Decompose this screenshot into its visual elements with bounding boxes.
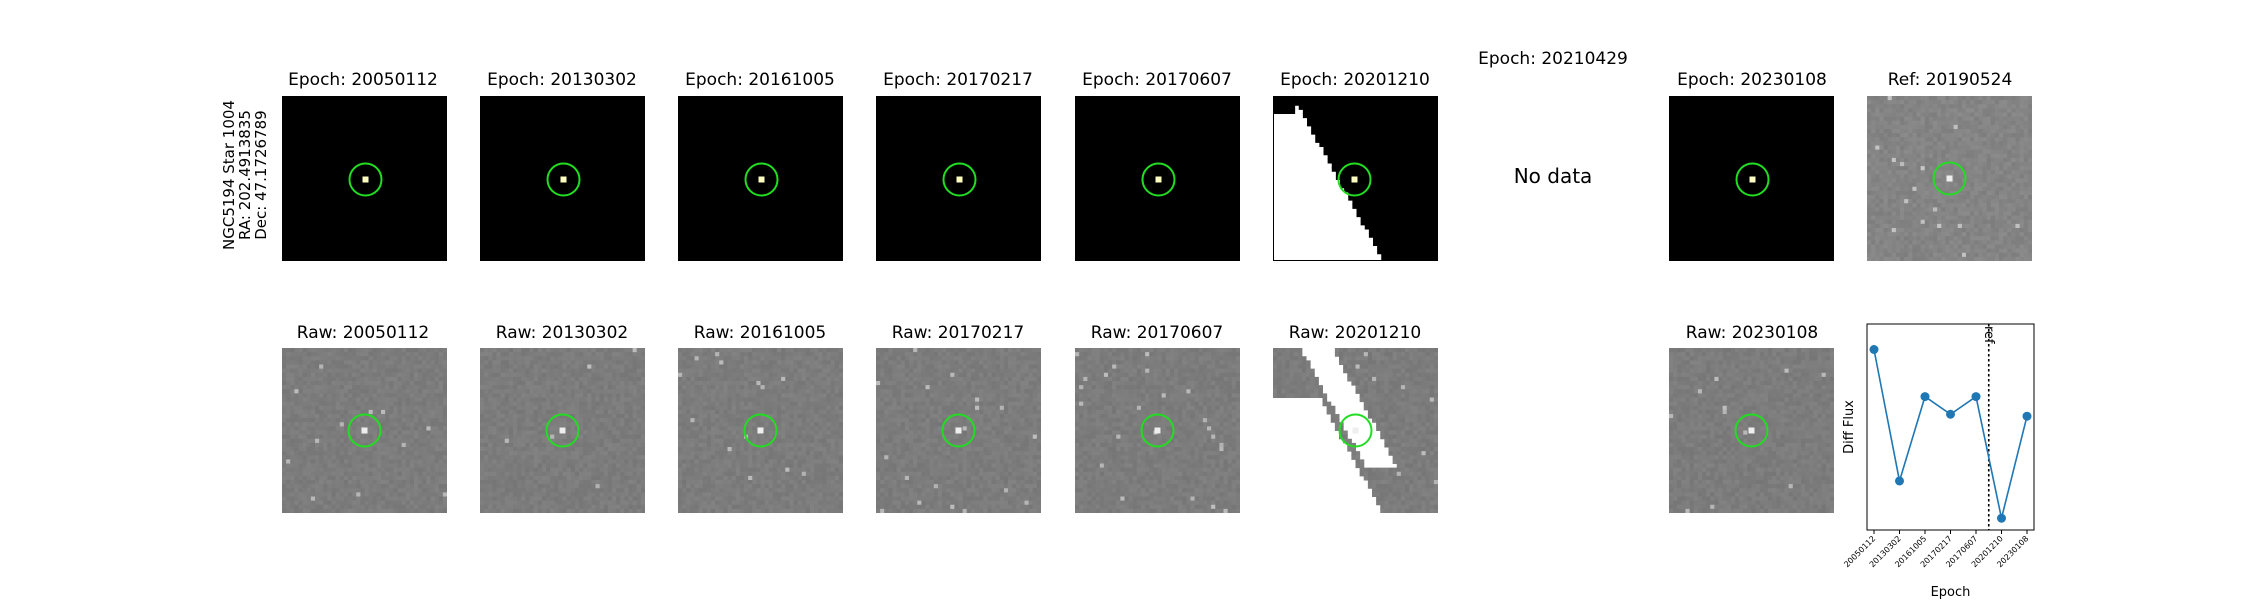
- aperture-circle: [1932, 161, 1967, 196]
- data-point: [1920, 392, 1930, 402]
- y-axis-label: Diff Flux: [1842, 400, 1857, 454]
- raw-title-4: Raw: 20170217: [892, 323, 1025, 343]
- raw-title-6: Raw: 20201210: [1289, 323, 1422, 343]
- raw-image-20130302: [480, 348, 645, 513]
- aperture-circle: [1141, 162, 1176, 197]
- source-pixel: [1352, 427, 1359, 434]
- source-pixel: [1154, 427, 1161, 434]
- raw-title-7: Raw: 20230108: [1686, 323, 1819, 343]
- diff-image-20201210: [1273, 96, 1438, 261]
- source-pixel: [559, 427, 566, 434]
- object-name: NGC5194 Star 1004: [220, 100, 238, 250]
- source-pixel: [361, 427, 368, 434]
- raw-image-20170607: [1075, 348, 1240, 513]
- diff-image-20130302: [480, 96, 645, 261]
- raw-image-20170217: [876, 348, 1041, 513]
- diff-image-20050112: [282, 96, 447, 261]
- raw-image-20230108: [1669, 348, 1834, 513]
- data-point: [1997, 513, 2006, 523]
- aperture-circle: [545, 413, 580, 448]
- source-pixel: [1155, 176, 1162, 183]
- source-pixel: [757, 427, 764, 434]
- diff-title-3: Epoch: 20161005: [685, 70, 835, 90]
- plot-frame: [1866, 323, 2035, 531]
- source-pixel: [1946, 175, 1953, 182]
- diff-image-20161005: [678, 96, 843, 261]
- source-pixel: [955, 427, 962, 434]
- diff-title-2: Epoch: 20130302: [487, 70, 637, 90]
- aperture-circle: [1734, 413, 1769, 448]
- diff-title-7: Epoch: 20210429: [1478, 49, 1628, 69]
- source-pixel: [1749, 176, 1756, 183]
- aperture-circle: [942, 162, 977, 197]
- ref-label: ref: [1981, 326, 1996, 344]
- source-pixel: [362, 176, 369, 183]
- ref-title: Ref: 20190524: [1888, 70, 2013, 90]
- aperture-circle: [1338, 413, 1373, 448]
- data-point: [1869, 345, 1879, 355]
- aperture-circle: [348, 162, 383, 197]
- data-point: [2022, 411, 2032, 421]
- source-pixel: [956, 176, 963, 183]
- source-pixel: [1351, 176, 1358, 183]
- aperture-circle: [743, 413, 778, 448]
- source-pixel: [560, 176, 567, 183]
- source-pixel: [758, 176, 765, 183]
- raw-title-3: Raw: 20161005: [694, 323, 827, 343]
- data-point: [1895, 476, 1904, 486]
- target-info-label: NGC5194 Star 1004 RA: 202.4913835 Dec: 4…: [220, 100, 270, 250]
- aperture-circle: [941, 413, 976, 448]
- diff-title-8: Epoch: 20230108: [1677, 70, 1827, 90]
- raw-title-1: Raw: 20050112: [297, 323, 430, 343]
- raw-image-20201210: [1273, 348, 1438, 513]
- diff-image-20230108: [1669, 96, 1834, 261]
- dec-coordinate: Dec: 47.1726789: [252, 100, 270, 250]
- data-point: [1946, 409, 1955, 419]
- data-point: [1971, 392, 1981, 402]
- aperture-circle: [546, 162, 581, 197]
- diff-title-5: Epoch: 20170607: [1082, 70, 1232, 90]
- light-curve-chart: ref2005011220130302201610052017021720170…: [1842, 323, 2035, 600]
- raw-image-20050112: [282, 348, 447, 513]
- aperture-circle: [1140, 413, 1175, 448]
- raw-title-5: Raw: 20170607: [1091, 323, 1224, 343]
- raw-image-20161005: [678, 348, 843, 513]
- aperture-circle: [744, 162, 779, 197]
- diff-title-1: Epoch: 20050112: [288, 70, 438, 90]
- diff-title-6: Epoch: 20201210: [1280, 70, 1430, 90]
- source-pixel: [1748, 427, 1755, 434]
- ra-coordinate: RA: 202.4913835: [236, 100, 254, 250]
- diff-title-4: Epoch: 20170217: [883, 70, 1033, 90]
- diff-image-20170607: [1075, 96, 1240, 261]
- no-data-label: No data: [1514, 164, 1593, 188]
- x-axis-label: Epoch: [1931, 585, 1971, 600]
- aperture-circle: [1337, 162, 1372, 197]
- aperture-circle: [1735, 162, 1770, 197]
- ref-image-20190524: [1867, 96, 2032, 261]
- aperture-circle: [347, 413, 382, 448]
- raw-title-2: Raw: 20130302: [496, 323, 629, 343]
- diff-image-20170217: [876, 96, 1041, 261]
